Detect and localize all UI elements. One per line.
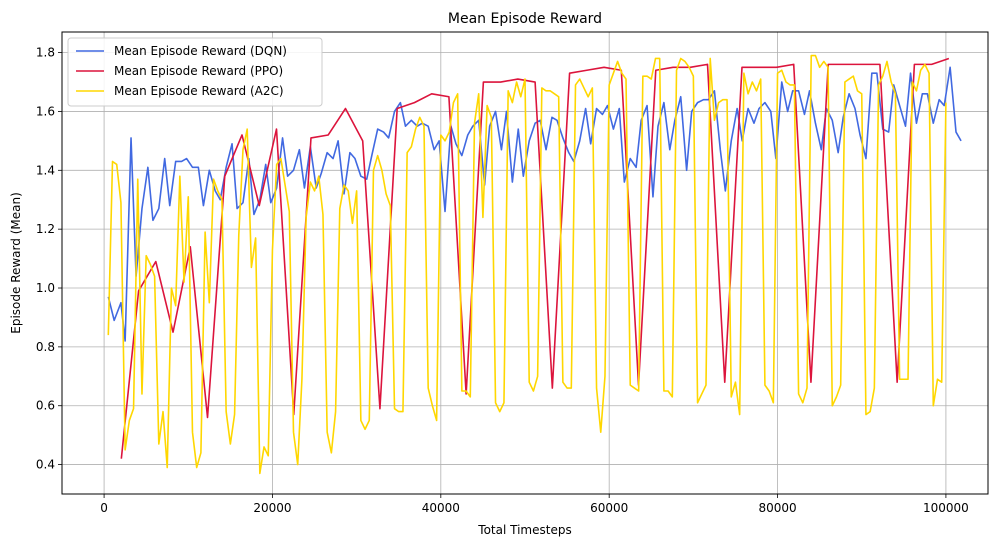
legend-entry: Mean Episode Reward (PPO) [114, 64, 283, 78]
series-line-3 [107, 54, 947, 475]
chart-title: Mean Episode Reward [448, 11, 602, 27]
y-tick-label: 0.4 [36, 458, 55, 472]
x-axis: 0 20000 40000 60000 80000 100000 [100, 494, 969, 515]
series-line-2 [120, 57, 950, 459]
plot-frame [61, 31, 989, 495]
y-tick-label: 1.2 [36, 222, 55, 236]
legend-entry: Mean Episode Reward (A2C) [114, 84, 284, 98]
x-tick-label: 80000 [758, 501, 796, 515]
y-axis-label: Episode Reward (Mean) [9, 192, 23, 334]
legend-box [67, 37, 323, 107]
y-tick-label: 0.6 [36, 399, 55, 413]
x-tick-label: 20000 [253, 501, 291, 515]
series-line-1 [107, 66, 962, 342]
y-tick-label: 0.8 [36, 340, 55, 354]
legend: Mean Episode Reward (DQN) Mean Episode Re… [67, 37, 323, 107]
grid [62, 32, 988, 494]
x-tick-label: 40000 [422, 501, 460, 515]
y-tick-label: 1.8 [36, 46, 55, 60]
y-axis: 0.4 0.6 0.8 1.0 1.2 1.4 1.6 1.8 [36, 46, 62, 472]
y-tick-label: 1.4 [36, 163, 55, 177]
y-tick-label: 1.6 [36, 104, 55, 118]
series-layer [107, 54, 962, 475]
y-tick-label: 1.0 [36, 281, 55, 295]
x-tick-label: 60000 [590, 501, 628, 515]
x-tick-label: 0 [100, 501, 108, 515]
x-axis-label: Total Timesteps [477, 523, 571, 537]
x-tick-label: 100000 [923, 501, 969, 515]
legend-entry: Mean Episode Reward (DQN) [114, 44, 287, 58]
